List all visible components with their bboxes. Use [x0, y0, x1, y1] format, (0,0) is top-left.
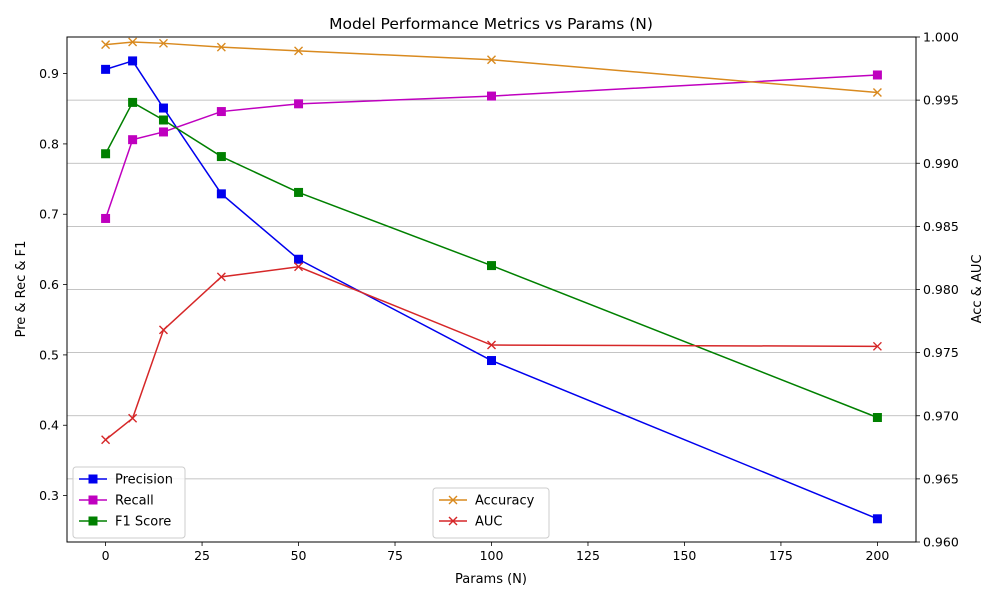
legend-item-recall: Recall: [79, 494, 154, 509]
y-left-tick-label: 0.5: [39, 347, 59, 362]
accuracy-point: [128, 37, 138, 47]
x-tick-label: 50: [291, 548, 307, 563]
y-right-tick-label: 0.960: [923, 535, 959, 550]
x-tick-label: 75: [387, 548, 403, 563]
x-tick-label: 100: [480, 548, 504, 563]
legend-swatch-marker: [88, 495, 98, 505]
recall-point: [216, 107, 226, 117]
series-f1-score: [101, 97, 882, 423]
auc-point: [487, 340, 496, 350]
precision-point: [216, 189, 226, 199]
auc-point: [216, 272, 226, 282]
y-left-tick-label: 0.6: [39, 277, 59, 292]
x-tick-label: 25: [194, 548, 210, 563]
accuracy-point: [872, 88, 882, 98]
accuracy-point: [216, 42, 226, 52]
f1-score-point: [158, 115, 168, 125]
precision-point: [487, 356, 496, 366]
y-right-tick-label: 0.990: [923, 156, 959, 171]
legend-label: Recall: [115, 494, 154, 509]
y-right-tick-label: 0.970: [923, 408, 959, 423]
y-left-tick-label: 0.7: [39, 207, 59, 222]
f1-score-point: [101, 149, 111, 159]
recall-point: [294, 99, 304, 109]
x-tick-label: 150: [673, 548, 697, 563]
series-precision: [101, 56, 882, 524]
x-tick-label: 175: [769, 548, 793, 563]
x-tick-label: 125: [576, 548, 600, 563]
precision-point: [101, 64, 111, 74]
grid-layer: [67, 36, 916, 543]
legend-item-f1-score: F1 Score: [79, 515, 171, 530]
axes-layer: 0 25 50 75 100 125 150 175 200 0.3 0.4 0.5 0.6 0.7 0.8…: [39, 30, 959, 564]
auc-point: [294, 262, 304, 272]
accuracy-point: [101, 40, 111, 50]
y-left-tick-label: 0.3: [39, 488, 59, 503]
recall-point: [128, 135, 138, 145]
accuracy-point: [158, 38, 168, 48]
recall-point: [101, 213, 111, 223]
precision-point: [294, 254, 304, 264]
y-left-tick-label: 0.9: [39, 66, 59, 81]
recall-point: [487, 91, 496, 101]
auc-line: [105, 266, 878, 441]
legend-left: Precision Recall F1 Score: [72, 466, 186, 539]
legend-label: Accuracy: [475, 494, 535, 509]
y-right-tick-label: 1.000: [923, 30, 959, 45]
x-tick-label: 200: [865, 548, 889, 563]
legend-swatch-marker: [88, 474, 98, 484]
auc-point: [101, 435, 111, 445]
y-left-tick-label: 0.8: [39, 136, 59, 151]
legend-label: AUC: [475, 515, 503, 530]
series-auc: [101, 262, 882, 445]
f1-score-point: [872, 413, 882, 423]
legend-item-precision: Precision: [79, 473, 173, 488]
auc-point: [158, 325, 168, 335]
x-tick-label: 0: [102, 548, 110, 563]
f1-score-line: [104, 101, 878, 419]
f1-score-point: [128, 97, 138, 107]
f1-score-point: [294, 187, 304, 197]
legend-swatch-marker: [88, 516, 98, 526]
recall-point: [872, 70, 882, 80]
auc-point: [872, 341, 882, 351]
legend-right: Accuracy AUC: [432, 487, 550, 539]
chart-title: Model Performance Metrics vs Params (N): [329, 15, 653, 33]
recall-point: [158, 127, 168, 137]
f1-score-point: [216, 152, 226, 162]
precision-point: [158, 103, 168, 113]
y-left-axis-title: Pre & Rec & F1: [14, 241, 29, 338]
y-right-tick-label: 0.980: [923, 282, 959, 297]
precision-point: [872, 514, 882, 524]
f1-score-point: [487, 261, 496, 271]
accuracy-line: [105, 41, 878, 94]
series-recall: [101, 70, 882, 223]
legend-item-auc: AUC: [439, 515, 503, 530]
series-layer: [101, 37, 882, 524]
legend-swatch-marker: [448, 516, 458, 526]
y-right-tick-label: 0.965: [923, 471, 959, 486]
accuracy-point: [294, 46, 304, 56]
y-right-tick-label: 0.985: [923, 219, 959, 234]
y-right-axis-title: Acc & AUC: [970, 255, 985, 324]
accuracy-point: [487, 55, 496, 65]
x-axis-title: Params (N): [455, 572, 527, 587]
legend-label: F1 Score: [115, 515, 171, 530]
y-right-tick-label: 0.975: [923, 345, 959, 360]
y-right-tick-label: 0.995: [923, 93, 959, 108]
legend-label: Precision: [115, 473, 173, 488]
legend-item-accuracy: Accuracy: [439, 494, 535, 509]
y-left-tick-label: 0.4: [39, 418, 59, 433]
series-accuracy: [101, 37, 882, 98]
auc-point: [128, 413, 138, 423]
legend-swatch-marker: [448, 495, 458, 505]
precision-point: [128, 56, 138, 66]
